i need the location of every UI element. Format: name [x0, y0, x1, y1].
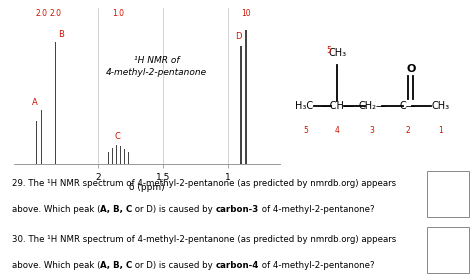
Text: 1: 1	[438, 126, 443, 135]
Text: 3: 3	[370, 126, 375, 135]
X-axis label: δ (ppm): δ (ppm)	[129, 183, 165, 192]
Text: C: C	[115, 132, 121, 141]
Text: above. Which peak (: above. Which peak (	[12, 205, 100, 214]
Text: 10: 10	[241, 9, 251, 18]
Text: 2.0: 2.0	[36, 9, 47, 18]
Bar	[240, 46, 242, 164]
Text: CH₃: CH₃	[432, 101, 450, 111]
Bar	[36, 121, 37, 164]
Text: carbon-3: carbon-3	[216, 205, 259, 214]
Text: 2: 2	[405, 126, 410, 135]
Text: A: A	[32, 98, 38, 107]
Text: A, B, C: A, B, C	[100, 261, 133, 270]
Text: O: O	[406, 64, 416, 74]
Text: 5: 5	[327, 46, 331, 55]
Text: carbon-4: carbon-4	[216, 261, 259, 270]
Text: 30. The ¹H NMR spectrum of 4-methyl-2-pentanone (as predicted by nmrdb.org) appe: 30. The ¹H NMR spectrum of 4-methyl-2-pe…	[12, 235, 396, 244]
Text: or D) is caused by: or D) is caused by	[133, 205, 216, 214]
Bar	[128, 152, 129, 164]
FancyBboxPatch shape	[427, 171, 469, 217]
Bar	[124, 149, 125, 164]
Text: 5: 5	[303, 126, 308, 135]
Text: CH₂—: CH₂—	[358, 101, 386, 111]
Bar	[245, 30, 246, 164]
Text: —CH—: —CH—	[320, 101, 354, 111]
Bar	[116, 145, 117, 164]
Text: A, B, C: A, B, C	[100, 205, 133, 214]
Text: CH₃: CH₃	[328, 48, 346, 59]
FancyBboxPatch shape	[427, 227, 469, 273]
Text: 4: 4	[335, 126, 340, 135]
Text: 29. The ¹H NMR spectrum of 4-methyl-2-pentanone (as predicted by nmrdb.org) appe: 29. The ¹H NMR spectrum of 4-methyl-2-pe…	[12, 179, 396, 188]
Bar	[41, 110, 42, 164]
Text: D: D	[235, 32, 241, 41]
Bar	[55, 42, 56, 164]
Text: ¹H NMR of
4-methyl-2-pentanone: ¹H NMR of 4-methyl-2-pentanone	[106, 56, 207, 77]
Text: 2.0: 2.0	[50, 9, 62, 18]
Text: 1.0: 1.0	[112, 9, 124, 18]
Bar	[108, 152, 109, 164]
Text: C—: C—	[399, 101, 416, 111]
Text: or D) is caused by: or D) is caused by	[133, 261, 216, 270]
Text: B: B	[58, 31, 64, 39]
Text: H₃C: H₃C	[295, 101, 313, 111]
Text: of 4-methyl-2-pentanone?: of 4-methyl-2-pentanone?	[259, 261, 375, 270]
Text: above. Which peak (: above. Which peak (	[12, 261, 100, 270]
Bar	[120, 146, 121, 164]
Text: of 4-methyl-2-pentanone?: of 4-methyl-2-pentanone?	[259, 205, 375, 214]
Bar	[112, 148, 113, 164]
